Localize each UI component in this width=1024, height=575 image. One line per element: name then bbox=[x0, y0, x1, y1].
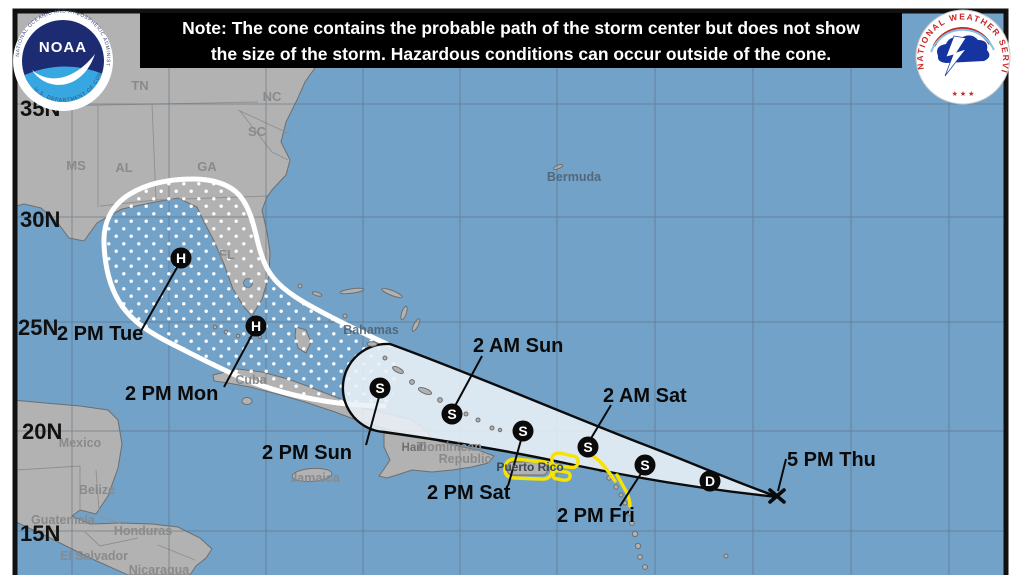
forecast-position-dot bbox=[441, 403, 463, 425]
nws-stars: ★ ★ ★ bbox=[952, 90, 975, 98]
track-point-S: S bbox=[441, 403, 463, 425]
time-labels: 2 PM Tue 2 PM Mon 2 PM Sun 2 PM Sat 2 AM Sun… bbox=[57, 323, 876, 527]
track-point-D: D bbox=[699, 470, 721, 492]
forecast-position-dot bbox=[577, 436, 599, 458]
intensity-letter: S bbox=[518, 423, 527, 439]
geo-label-bahamas: Bahamas bbox=[343, 323, 399, 337]
forecast-position-dot bbox=[369, 377, 391, 399]
label-pointer-lines bbox=[140, 263, 787, 507]
forecast-position-dot bbox=[245, 315, 267, 337]
track-point-H: H bbox=[245, 315, 267, 337]
time-label-2-am-sun: 2 AM Sun bbox=[473, 335, 563, 357]
lat-label-25N: 25N bbox=[18, 315, 58, 340]
forecast-position-dot bbox=[170, 247, 192, 269]
track-point-H: H bbox=[170, 247, 192, 269]
note-line-2: the size of the storm. Hazardous conditi… bbox=[210, 43, 832, 64]
land-puerto-rico bbox=[507, 461, 548, 476]
intensity-letter: H bbox=[176, 250, 186, 266]
lat-label-15N: 15N bbox=[20, 521, 60, 546]
land-jamaica bbox=[291, 467, 333, 483]
forecast-cone-day1-3 bbox=[341, 342, 780, 499]
forecast-position-dot bbox=[699, 470, 721, 492]
geo-label-nicaragua: Nicaragua bbox=[129, 563, 190, 575]
geo-label-belize: Belize bbox=[79, 483, 115, 497]
note-line-1: Note: The cone contains the probable pat… bbox=[182, 17, 860, 38]
geo-label-ga: GA bbox=[197, 159, 217, 174]
pointer-line bbox=[454, 355, 483, 407]
geo-label-dominican: Dominican bbox=[418, 440, 482, 454]
time-label-2-am-sat: 2 AM Sat bbox=[603, 385, 687, 407]
geo-label-mexico: Mexico bbox=[59, 436, 102, 450]
nws-lightning-bolt bbox=[944, 35, 967, 77]
track-markers: H H S S S S S D bbox=[170, 247, 786, 504]
geo-labels: TN NC SC MS AL GA FL Bermuda Bahamas Cuba Mexico Be… bbox=[31, 78, 602, 575]
time-label-2-pm-fri: 2 PM Fri bbox=[557, 505, 635, 527]
cone-disclaimer-note: Note: The cone contains the probable pat… bbox=[140, 13, 902, 68]
watch-leeward-south bbox=[615, 473, 632, 508]
noaa-seagull bbox=[32, 54, 95, 85]
track-point-S: S bbox=[512, 420, 534, 442]
geo-label-puerto-rico: Puerto Rico bbox=[496, 460, 563, 474]
land-hispaniola bbox=[378, 432, 495, 479]
geo-label-jamaica: Jamaica bbox=[290, 471, 340, 485]
geo-label-ms: MS bbox=[66, 158, 86, 173]
time-label-2-pm-tue: 2 PM Tue bbox=[57, 323, 143, 345]
geo-label-guatemala: Guatemala bbox=[31, 513, 96, 527]
geo-label-haiti: Haiti bbox=[402, 442, 427, 454]
pointer-line bbox=[507, 439, 522, 487]
watch-virgin-islands bbox=[550, 451, 580, 470]
pointer-line bbox=[777, 458, 787, 492]
intensity-letter: H bbox=[251, 318, 261, 334]
geo-label-bermuda: Bermuda bbox=[547, 170, 602, 184]
forecast-position-dot bbox=[634, 454, 656, 476]
watch-vieques bbox=[551, 469, 572, 482]
intensity-letter: S bbox=[583, 439, 592, 455]
pointer-line bbox=[223, 332, 254, 388]
geo-label-nc: NC bbox=[263, 89, 282, 104]
forecast-cone-day4-5 bbox=[103, 179, 397, 406]
track-point-S: S bbox=[369, 377, 391, 399]
intensity-letter: S bbox=[447, 406, 456, 422]
pointer-line bbox=[619, 471, 643, 507]
geo-label-honduras: Honduras bbox=[114, 524, 172, 538]
land-isle-of-youth bbox=[241, 397, 253, 405]
intensity-letter: S bbox=[375, 380, 384, 396]
pointer-line bbox=[365, 396, 380, 446]
time-label-2-pm-sun: 2 PM Sun bbox=[262, 442, 352, 464]
track-point-S: S bbox=[634, 454, 656, 476]
current-position-x-icon bbox=[768, 488, 786, 504]
time-label-2-pm-mon: 2 PM Mon bbox=[125, 383, 218, 405]
track-point-X bbox=[768, 488, 786, 504]
geo-label-al: AL bbox=[115, 160, 132, 175]
track-point-S: S bbox=[577, 436, 599, 458]
geo-label-republic: Republic bbox=[439, 452, 492, 466]
geo-label-fl: FL bbox=[219, 247, 235, 262]
lat-label-20N: 20N bbox=[22, 419, 62, 444]
time-label-5-pm-thu: 5 PM Thu bbox=[787, 449, 876, 471]
geo-label-cuba: Cuba bbox=[235, 373, 267, 387]
forecast-cone-day4-5-outline bbox=[101, 176, 392, 409]
pointer-line bbox=[140, 263, 180, 332]
noaa-acronym: NOAA bbox=[39, 39, 87, 56]
geo-label-sc: SC bbox=[248, 124, 267, 139]
geo-label-tn: TN bbox=[131, 78, 148, 93]
intensity-letter: S bbox=[640, 457, 649, 473]
time-label-2-pm-sat: 2 PM Sat bbox=[427, 482, 511, 504]
lat-label-30N: 30N bbox=[20, 207, 60, 232]
pointer-line bbox=[589, 404, 612, 441]
map-frame bbox=[12, 8, 1009, 575]
forecast-position-dot bbox=[512, 420, 534, 442]
geo-label-el-salvador: El Salvador bbox=[60, 549, 128, 563]
intensity-letter: D bbox=[705, 473, 715, 489]
